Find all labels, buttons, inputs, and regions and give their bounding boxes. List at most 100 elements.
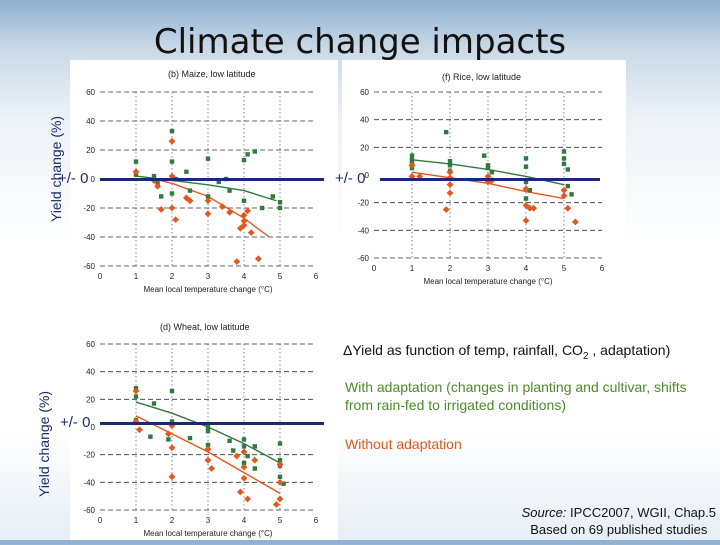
data-point-without-adaptation [168,473,176,481]
data-point-with-adaptation [205,194,211,199]
data-point-with-adaptation [561,149,567,154]
x-tick-label: 4 [524,264,529,273]
data-point-without-adaptation [572,218,579,226]
delta-yield-text: ΔYield as function of temp, rainfall, CO [343,342,583,358]
data-point-with-adaptation [523,196,529,201]
data-point-without-adaptation [132,387,140,395]
data-point-with-adaptation [527,188,532,193]
data-point-without-adaptation [560,186,568,194]
data-point-without-adaptation [219,203,226,210]
data-point-with-adaptation [523,156,529,161]
y-tick-label: 0 [91,423,96,432]
x-tick-label: 1 [134,272,139,281]
x-tick-label: 6 [314,272,319,281]
data-point-with-adaptation [205,442,211,448]
y-tick-label: 40 [360,116,369,125]
data-point-without-adaptation [276,495,284,503]
data-point-with-adaptation [245,152,250,157]
zero-label-wheat: +/- 0 [60,414,91,431]
data-point-with-adaptation [270,194,275,199]
data-point-without-adaptation [157,206,165,213]
data-point-with-adaptation [447,158,453,164]
data-point-with-adaptation [482,153,487,158]
y-tick-label: -40 [357,226,369,235]
data-point-with-adaptation [245,453,250,459]
data-point-with-adaptation [205,424,211,430]
x-tick-label: 3 [486,264,491,273]
data-point-without-adaptation [204,456,212,464]
data-point-with-adaptation [277,200,283,205]
y-tick-label: 0 [365,171,370,180]
data-point-with-adaptation [148,434,153,439]
data-point-without-adaptation [244,207,251,215]
data-point-with-adaptation [277,205,283,211]
y-tick-label: -60 [357,254,369,263]
data-point-without-adaptation [168,204,176,212]
x-tick-label: 6 [600,264,605,273]
source-text: IPCC2007, WGII, Chap.5 [566,505,716,520]
data-point-without-adaptation [208,465,215,472]
data-point-with-adaptation [166,437,171,442]
chart-maize: (b) Maize, low latitude6040200-20-40-600… [83,69,319,294]
data-point-without-adaptation [240,222,248,229]
x-tick-label: 4 [242,272,247,281]
data-point-with-adaptation [133,159,139,164]
y-axis-label-top: Yield change (%) [48,115,64,222]
zero-label-maize: +/- 0 [58,170,89,187]
y-axis-label-bottom: Yield change (%) [36,390,52,497]
data-point-with-adaptation [231,448,236,453]
data-point-without-adaptation [564,204,572,212]
data-point-without-adaptation [442,206,450,213]
data-point-without-adaptation [446,189,454,197]
data-point-with-adaptation [205,156,211,161]
data-point-without-adaptation [204,445,212,453]
with-adaptation-note: With adaptation (changes in planting and… [345,379,687,413]
data-point-without-adaptation [204,210,212,218]
data-point-with-adaptation [409,157,415,162]
x-tick-label: 1 [134,516,139,525]
data-point-with-adaptation [169,159,175,164]
co2-subscript: 2 [582,350,589,362]
data-point-with-adaptation [227,188,232,193]
x-tick-label: 2 [170,272,175,281]
data-point-with-adaptation [241,460,247,466]
data-point-with-adaptation [216,179,221,185]
y-tick-label: 20 [360,143,369,152]
data-point-without-adaptation [522,217,530,225]
x-tick-label: 2 [448,264,453,273]
data-point-without-adaptation [136,426,143,434]
data-point-without-adaptation [240,217,248,225]
source-line-2: Based on 69 published studies [530,522,708,537]
x-tick-label: 3 [206,516,211,525]
data-point-without-adaptation [522,185,530,193]
data-point-without-adaptation [240,463,248,471]
data-point-with-adaptation [561,161,567,167]
data-point-without-adaptation [168,172,176,180]
x-tick-label: 2 [170,516,175,525]
chart-wheat: (d) Wheat, low latitude6040200-20-40-600… [83,322,318,538]
data-point-without-adaptation [560,192,568,200]
data-point-with-adaptation [281,481,286,486]
y-tick-label: -20 [83,204,95,213]
y-tick-label: 0 [91,175,96,184]
data-point-with-adaptation [241,198,247,203]
y-tick-label: 60 [86,340,95,349]
zero-line-wheat [100,422,324,425]
y-tick-label: -20 [83,451,95,460]
data-point-with-adaptation [565,167,570,172]
x-tick-label: 5 [562,264,567,273]
data-point-without-adaptation [522,202,530,209]
source-label: Source: [521,505,567,520]
data-point-with-adaptation [151,401,157,406]
x-axis-label: Mean local temperature change (°C) [143,285,272,294]
source-footnote: Source: IPCC2007, WGII, Chap.5 Based on … [522,504,716,538]
data-point-without-adaptation [247,229,255,237]
data-point-with-adaptation [277,458,283,463]
data-point-without-adaptation [168,444,176,452]
data-point-without-adaptation [154,182,161,190]
chart-wheat-panel: (d) Wheat, low latitude 60 40 20 0 -20 -40 -60 0… [70,318,338,540]
data-point-without-adaptation [446,181,454,189]
x-tick-label: 5 [278,516,283,525]
data-point-with-adaptation [444,129,449,135]
y-tick-label: -60 [83,262,95,271]
